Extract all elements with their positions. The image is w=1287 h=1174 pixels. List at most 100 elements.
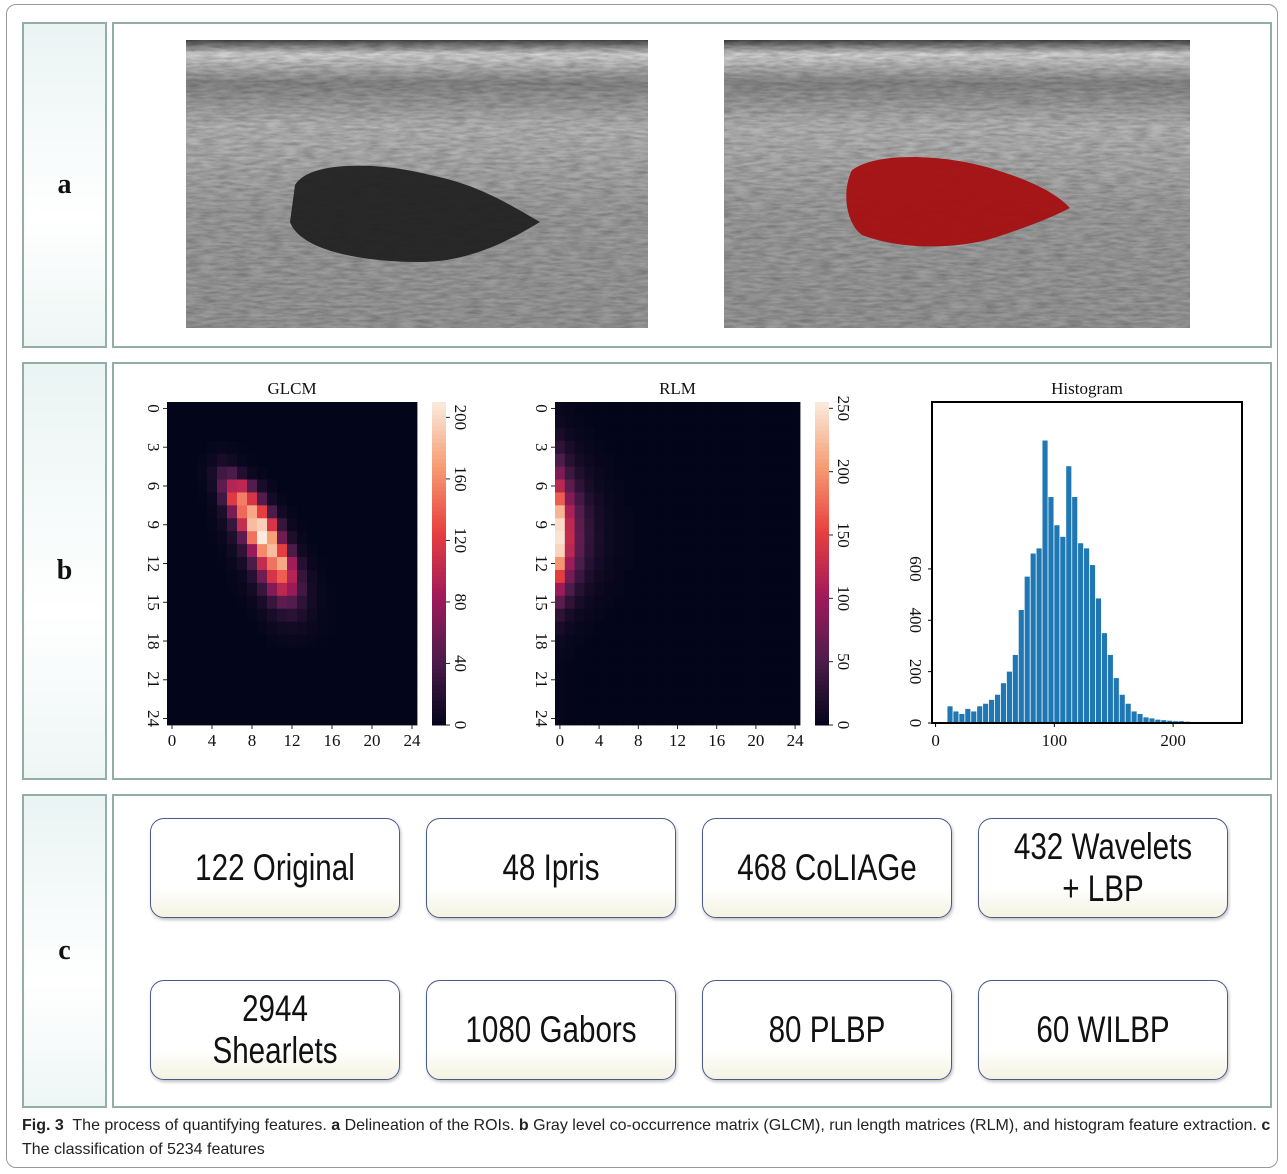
x-tick-label: 12 (284, 731, 301, 750)
heatmap-cell (643, 673, 653, 686)
colorbar-segment (815, 483, 829, 488)
heatmap-cell (653, 673, 663, 686)
heatmap-cell (682, 699, 692, 712)
heatmap-cell (692, 557, 702, 570)
heatmap-cell (692, 531, 702, 544)
colorbar-segment (815, 648, 829, 653)
heatmap-cell (327, 635, 337, 648)
heatmap-cell (565, 570, 575, 583)
heatmap-cell (673, 492, 683, 505)
colorbar-segment (432, 721, 446, 726)
heatmap-cell (594, 660, 604, 673)
heatmap-cell (712, 647, 722, 660)
heatmap-cell (387, 454, 397, 467)
heatmap-cell (357, 609, 367, 622)
heatmap-cell (575, 596, 585, 609)
heatmap-cell (167, 699, 177, 712)
heatmap-cell (594, 454, 604, 467)
heatmap-cell (722, 622, 732, 635)
heatmap-cell (692, 454, 702, 467)
histogram-bar (1072, 497, 1077, 723)
heatmap-cell (751, 686, 761, 699)
heatmap-cell (741, 660, 751, 673)
colorbar-tick-label: 50 (834, 653, 853, 670)
colorbar-segment (815, 564, 829, 569)
colorbar-segment (432, 487, 446, 492)
heatmap-cell (594, 415, 604, 428)
heatmap-cell (387, 699, 397, 712)
heatmap-cell (594, 467, 604, 480)
heatmap-cell (692, 596, 702, 609)
heatmap-cell (317, 712, 327, 725)
heatmap-cell (692, 415, 702, 428)
heatmap-cell (565, 673, 575, 686)
colorbar-segment (432, 430, 446, 435)
heatmap-cell (297, 454, 307, 467)
heatmap-cell (771, 441, 781, 454)
heatmap-cell (377, 635, 387, 648)
heatmap-cell (633, 505, 643, 518)
heatmap-cell (407, 415, 417, 428)
heatmap-cell (673, 699, 683, 712)
heatmap-cell (761, 441, 771, 454)
heatmap-cell (604, 402, 614, 415)
heatmap-cell (682, 570, 692, 583)
heatmap-cell (347, 609, 357, 622)
colorbar-segment (432, 584, 446, 589)
heatmap-cell (731, 531, 741, 544)
heatmap-cell (247, 596, 257, 609)
heatmap-cell (771, 467, 781, 480)
heatmap-cell (790, 505, 800, 518)
heatmap-cell (663, 660, 673, 673)
heatmap-cell (584, 699, 594, 712)
heatmap-cell (177, 467, 187, 480)
heatmap-cell (741, 596, 751, 609)
colorbar-segment (432, 592, 446, 597)
heatmap-cell (327, 480, 337, 493)
heatmap-cell (387, 583, 397, 596)
heatmap-cell (367, 596, 377, 609)
heatmap-cell (377, 570, 387, 583)
heatmap-cell (397, 622, 407, 635)
heatmap-cell (387, 712, 397, 725)
heatmap-cell (555, 635, 565, 648)
heatmap-cell (277, 505, 287, 518)
colorbar-segment (432, 495, 446, 500)
x-tick-label: 8 (248, 731, 257, 750)
heatmap-cell (357, 428, 367, 441)
colorbar-tick-label: 120 (451, 528, 470, 554)
histogram-bar (1066, 466, 1071, 723)
heatmap-cell (237, 583, 247, 596)
heatmap-cell (267, 544, 277, 557)
heatmap-cell (555, 428, 565, 441)
heatmap-cell (327, 699, 337, 712)
heatmap-cell (277, 570, 287, 583)
colorbar-segment (815, 471, 829, 476)
heatmap-cell (565, 699, 575, 712)
heatmap-cell (407, 557, 417, 570)
colorbar-segment (432, 576, 446, 581)
heatmap-cell (673, 480, 683, 493)
heatmap-cell (722, 673, 732, 686)
heatmap-cell (247, 673, 257, 686)
y-tick-label: 9 (532, 520, 551, 529)
heatmap-cell (237, 518, 247, 531)
x-tick-label: 24 (404, 731, 422, 750)
heatmap-cell (407, 531, 417, 544)
heatmap-cell (207, 480, 217, 493)
colorbar-segment (815, 434, 829, 439)
heatmap-cell (207, 467, 217, 480)
heatmap-cell (663, 635, 673, 648)
heatmap-cell (663, 647, 673, 660)
heatmap-cell (741, 441, 751, 454)
heatmap-cell (565, 647, 575, 660)
heatmap-cell (790, 544, 800, 557)
heatmap-cell (575, 699, 585, 712)
heatmap-cell (633, 699, 643, 712)
colorbar-segment (432, 463, 446, 468)
heatmap-cell (257, 402, 267, 415)
heatmap-cell (731, 622, 741, 635)
heatmap-cell (771, 570, 781, 583)
heatmap-cell (307, 712, 317, 725)
heatmap-cell (307, 699, 317, 712)
